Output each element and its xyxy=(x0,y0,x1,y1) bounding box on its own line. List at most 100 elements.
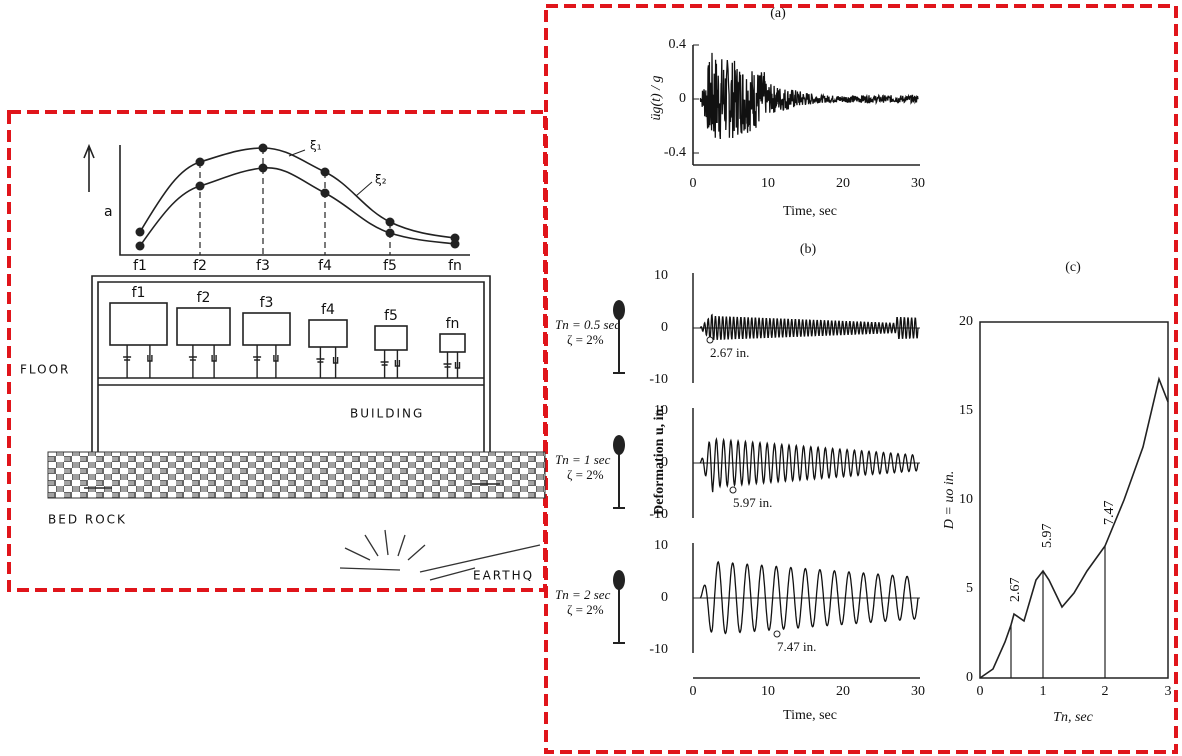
x-tick-label: 3 xyxy=(1165,684,1172,699)
floor-slab xyxy=(98,377,484,386)
x-label: f4 xyxy=(318,258,332,274)
response-diagram: a ξ₁ ξ₂ f1 f2 f3 f4 f5 fn xyxy=(83,139,470,274)
spring-damper xyxy=(316,347,339,378)
spring-damper xyxy=(123,345,153,378)
floor-label: FLOOR xyxy=(20,363,70,377)
x-label: f3 xyxy=(256,258,270,274)
x-label: Time, sec xyxy=(783,204,837,219)
box-label: fn xyxy=(446,316,460,332)
peak-label: 7.47 in. xyxy=(777,639,816,654)
y-tick-label: 10 xyxy=(654,538,668,553)
spring-damper xyxy=(253,345,279,378)
mass-box xyxy=(374,325,408,351)
plot-frame xyxy=(979,321,1169,679)
period-label: Tn = 0.5 sec xyxy=(555,317,620,332)
x-label: f5 xyxy=(383,258,397,274)
bedrock-label: BED ROCK xyxy=(48,513,127,527)
mass-box xyxy=(242,312,291,346)
x-tick-label: 0 xyxy=(977,684,984,699)
y-label: a xyxy=(104,204,113,220)
x-label: f2 xyxy=(193,258,207,274)
y-tick-label: 20 xyxy=(959,314,973,329)
panel-label: (b) xyxy=(800,242,817,257)
x-tick-label: 0 xyxy=(690,684,697,699)
peak-label: 5.97 xyxy=(1040,524,1055,549)
arrow xyxy=(83,143,95,192)
x-tick-label: 30 xyxy=(911,684,925,699)
curve xyxy=(139,147,456,239)
x-label: Time, sec xyxy=(783,708,837,723)
y-tick-label: -10 xyxy=(649,642,668,657)
box-label: f1 xyxy=(132,285,146,301)
damping-label: ζ = 2% xyxy=(567,332,604,347)
building-label: BUILDING xyxy=(350,407,424,421)
y-tick-label: -10 xyxy=(649,372,668,387)
waveform xyxy=(699,436,919,493)
y-tick-label: 15 xyxy=(959,403,973,418)
spring-damper xyxy=(188,345,217,378)
curve xyxy=(139,167,456,247)
x-tick-label: 20 xyxy=(836,176,850,191)
damping-label: ζ = 2% xyxy=(567,602,604,617)
box-label: f3 xyxy=(260,295,274,311)
leader xyxy=(288,149,373,197)
y-tick-label: 5 xyxy=(966,581,973,596)
building: f1 f2 f3 f4 f5 fn FLOOR BUILDING BED ROCK EAR… xyxy=(20,275,546,583)
points xyxy=(135,143,460,251)
panel-a: (a) üg(t) / g Time, sec 0.4 0 -0.4 0 10 20 30 xyxy=(649,6,925,219)
x-tick-label: 10 xyxy=(761,176,775,191)
damping-label: ζ = 2% xyxy=(567,467,604,482)
pendulum-mass xyxy=(613,300,625,320)
x-tick-label: 20 xyxy=(836,684,850,699)
x-tick-label: 1 xyxy=(1040,684,1047,699)
peak-label: 5.97 in. xyxy=(733,495,772,510)
panel-b: (b) Deformation u, in. Time, sec 10 0 -10 T… xyxy=(555,242,925,723)
peak-label: 7.47 xyxy=(1102,501,1117,526)
box-label: f5 xyxy=(384,308,398,324)
waveform xyxy=(699,52,919,140)
footing xyxy=(84,483,500,489)
panel-label: (c) xyxy=(1065,260,1081,275)
mass-box xyxy=(439,333,466,353)
waveform xyxy=(699,560,919,635)
curve-label: ξ₂ xyxy=(375,173,387,187)
left-frame xyxy=(7,110,547,592)
y-tick-label: 10 xyxy=(654,403,668,418)
panel-label: (a) xyxy=(770,6,786,21)
peak-marker xyxy=(729,486,737,494)
pendulum-icon xyxy=(613,318,625,374)
spring-damper xyxy=(380,350,401,378)
spring-damper xyxy=(443,352,461,378)
axes xyxy=(119,145,470,256)
y-tick-label: 0 xyxy=(679,91,686,106)
pendulum-icon xyxy=(613,453,625,509)
period-label: Tn = 2 sec xyxy=(555,587,611,602)
waveform xyxy=(699,313,919,341)
right-frame xyxy=(544,4,1178,754)
earthquake-label: EARTHQ xyxy=(473,569,534,583)
period-label: Tn = 1 sec xyxy=(555,452,611,467)
x-label: fn xyxy=(448,258,462,274)
y-label: Deformation u, in. xyxy=(652,405,667,515)
quake-lines xyxy=(339,529,541,581)
axes xyxy=(692,45,920,166)
y-tick-label: 10 xyxy=(654,268,668,283)
y-tick-label: 0 xyxy=(661,455,668,470)
x-label: f1 xyxy=(133,258,147,274)
box-label: f4 xyxy=(321,302,335,318)
curve-label: ξ₁ xyxy=(310,139,322,153)
x-tick-label: 2 xyxy=(1102,684,1109,699)
y-label: üg(t) / g xyxy=(649,75,664,120)
peak-label: 2.67 xyxy=(1008,578,1023,603)
pendulum-icon xyxy=(613,588,625,644)
y-tick-label: -0.4 xyxy=(664,145,686,160)
dashed-guide xyxy=(199,148,391,255)
mass-box xyxy=(308,319,348,348)
box-label: f2 xyxy=(197,290,211,306)
spectrum-curve xyxy=(979,376,1169,679)
y-label: D = uo in. xyxy=(942,471,957,530)
x-label: Tn, sec xyxy=(1053,710,1093,725)
y-tick-label: 0.4 xyxy=(669,37,687,52)
y-tick-label: 0 xyxy=(661,320,668,335)
